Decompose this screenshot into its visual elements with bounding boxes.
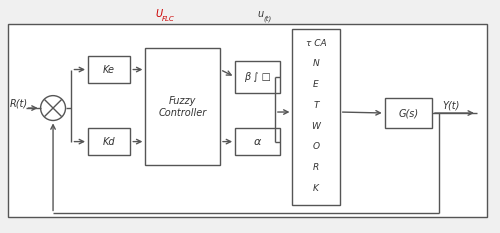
Text: N: N [312, 59, 320, 68]
Text: G(s): G(s) [398, 108, 418, 118]
Bar [88, 128, 130, 155]
Text: R: R [313, 163, 319, 172]
Bar [384, 98, 432, 128]
Text: T: T [314, 101, 319, 110]
Text: α: α [254, 137, 261, 147]
Text: β ∫ □: β ∫ □ [244, 72, 271, 82]
Text: K: K [313, 184, 319, 193]
Text: W: W [312, 122, 320, 130]
Text: U: U [156, 9, 162, 19]
Text: Kd: Kd [103, 137, 116, 147]
Text: O: O [312, 142, 320, 151]
Bar [235, 128, 280, 155]
Text: u: u [258, 9, 264, 19]
Text: (t): (t) [264, 15, 272, 22]
Bar [292, 28, 340, 205]
Bar [235, 61, 280, 93]
Text: Ke: Ke [103, 65, 115, 75]
Text: FLC: FLC [162, 16, 175, 22]
Text: R(t): R(t) [10, 98, 28, 108]
Text: τ CA: τ CA [306, 38, 326, 48]
Text: Fuzzy
Controller: Fuzzy Controller [158, 96, 207, 118]
Bar [146, 48, 220, 165]
Bar [88, 56, 130, 83]
Text: Y(t): Y(t) [442, 101, 460, 111]
Text: E: E [313, 80, 319, 89]
Bar [8, 24, 487, 217]
